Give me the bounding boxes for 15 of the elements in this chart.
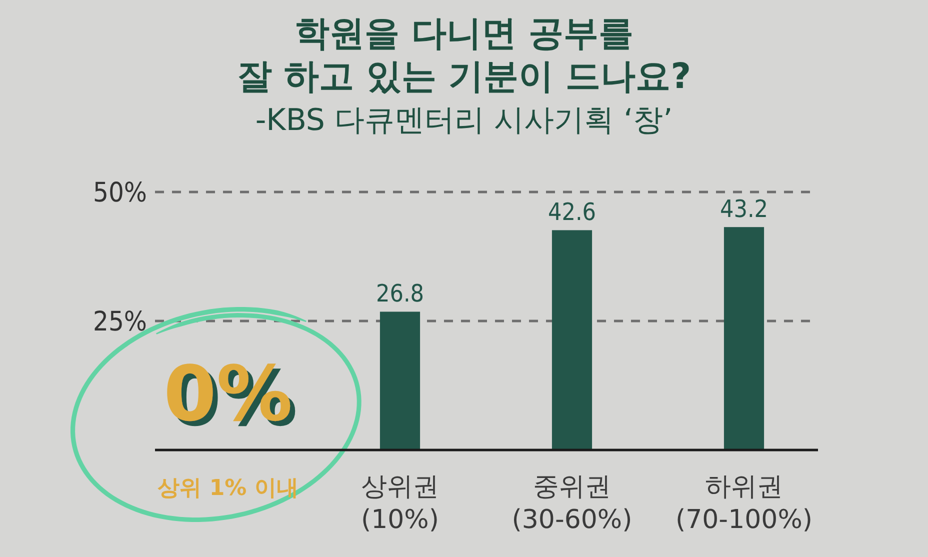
x-tick-label: 중위권 (30-60%)	[512, 472, 632, 535]
y-tick-label: 25%	[93, 306, 147, 338]
chart-title: 학원을 다니면 공부를 잘 하고 있는 기분이 드나요?	[236, 14, 692, 97]
bar	[552, 230, 592, 450]
x-tick-label: 상위권 (10%)	[360, 472, 440, 535]
data-label: 43.2	[720, 195, 768, 224]
x-tick-label: 하위권 (70-100%)	[675, 472, 813, 535]
bar	[380, 312, 420, 450]
x-tick-label: 상위 1% 이내	[158, 476, 298, 501]
bar	[724, 227, 764, 450]
data-label: 0%	[163, 349, 293, 438]
y-tick-label: 50%	[93, 177, 147, 208]
chart-subtitle: -KBS 다큐멘터리 시사기획 ‘창’	[255, 103, 673, 138]
data-label: 42.6	[548, 198, 596, 226]
data-label: 26.8	[376, 280, 424, 308]
